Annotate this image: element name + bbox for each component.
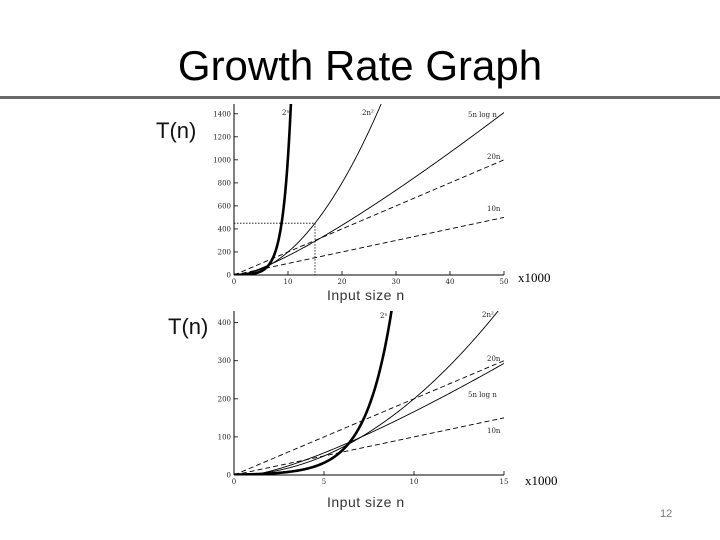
y-tick-label: 1200 <box>213 133 231 141</box>
series-line-5n-log2-n <box>234 362 504 475</box>
page-title: Growth Rate Graph <box>177 42 543 89</box>
chart1-scale-note: x1000 <box>518 270 551 285</box>
series-label-5n-log2-n: 5n log n <box>468 111 497 119</box>
chart2-x-axis-label: Input size n <box>327 494 405 510</box>
series-line-20n <box>234 360 504 475</box>
series-line-2-n <box>234 311 393 475</box>
y-tick-label: 100 <box>218 433 231 441</box>
x-tick-label: 40 <box>446 278 455 286</box>
series-label-2-n: 2ⁿ <box>380 312 387 320</box>
series-label-10n: 10n <box>487 427 501 435</box>
series-line-20n <box>234 159 504 275</box>
chart1-y-axis-label: T(n) <box>156 118 197 143</box>
series-label-2n-2: 2n² <box>362 109 374 117</box>
x-tick-label: 10 <box>284 278 293 286</box>
y-tick-label: 0 <box>227 272 231 280</box>
series-label-2n-2: 2n² <box>482 311 494 319</box>
y-tick-label: 1000 <box>213 156 231 164</box>
chart2-scale-note: x1000 <box>525 473 558 488</box>
series-label-20n: 20n <box>487 153 501 161</box>
series-label-5n-log2-n: 5n log n <box>468 391 497 399</box>
series-line-10n <box>234 216 504 275</box>
series-line-10n <box>234 417 504 475</box>
y-tick-label: 400 <box>218 319 231 327</box>
x-tick-label: 0 <box>232 278 236 286</box>
chart1-x-axis-label: Input size n <box>327 287 405 303</box>
y-tick-label: 200 <box>218 248 231 256</box>
title-divider <box>0 96 720 99</box>
series-label-2-n: 2ⁿ <box>282 109 289 117</box>
series-label-20n: 20n <box>487 355 501 363</box>
y-tick-label: 600 <box>218 202 231 210</box>
series-label-10n: 10n <box>487 205 501 213</box>
y-tick-label: 0 <box>227 472 231 480</box>
x-tick-label: 5 <box>322 478 326 486</box>
x-tick-label: 0 <box>232 478 236 486</box>
y-tick-label: 300 <box>218 357 231 365</box>
x-tick-label: 50 <box>500 278 509 286</box>
y-tick-label: 400 <box>218 225 231 233</box>
x-tick-label: 30 <box>392 278 401 286</box>
zoom-region-box <box>233 222 316 276</box>
series-line-5n-log2-n <box>234 112 504 275</box>
y-tick-label: 800 <box>218 179 231 187</box>
y-tick-label: 1400 <box>213 110 231 118</box>
series-line-2n-2 <box>234 311 499 475</box>
x-tick-label: 20 <box>338 278 347 286</box>
growth-chart-small-n: 0 5 10 15 0 100 200 300 400 2ⁿ 2n² 20n 5n log n 10n <box>218 311 509 486</box>
chart2-y-axis-label: T(n) <box>168 314 209 339</box>
x-tick-label: 10 <box>410 478 419 486</box>
growth-chart-large-n: 0 10 20 30 40 50 0 200 400 600 800 1000 1200 1400 2ⁿ 2n… <box>213 104 509 286</box>
page-number: 12 <box>660 508 673 520</box>
y-tick-label: 200 <box>218 395 231 403</box>
x-tick-label: 15 <box>500 478 509 486</box>
